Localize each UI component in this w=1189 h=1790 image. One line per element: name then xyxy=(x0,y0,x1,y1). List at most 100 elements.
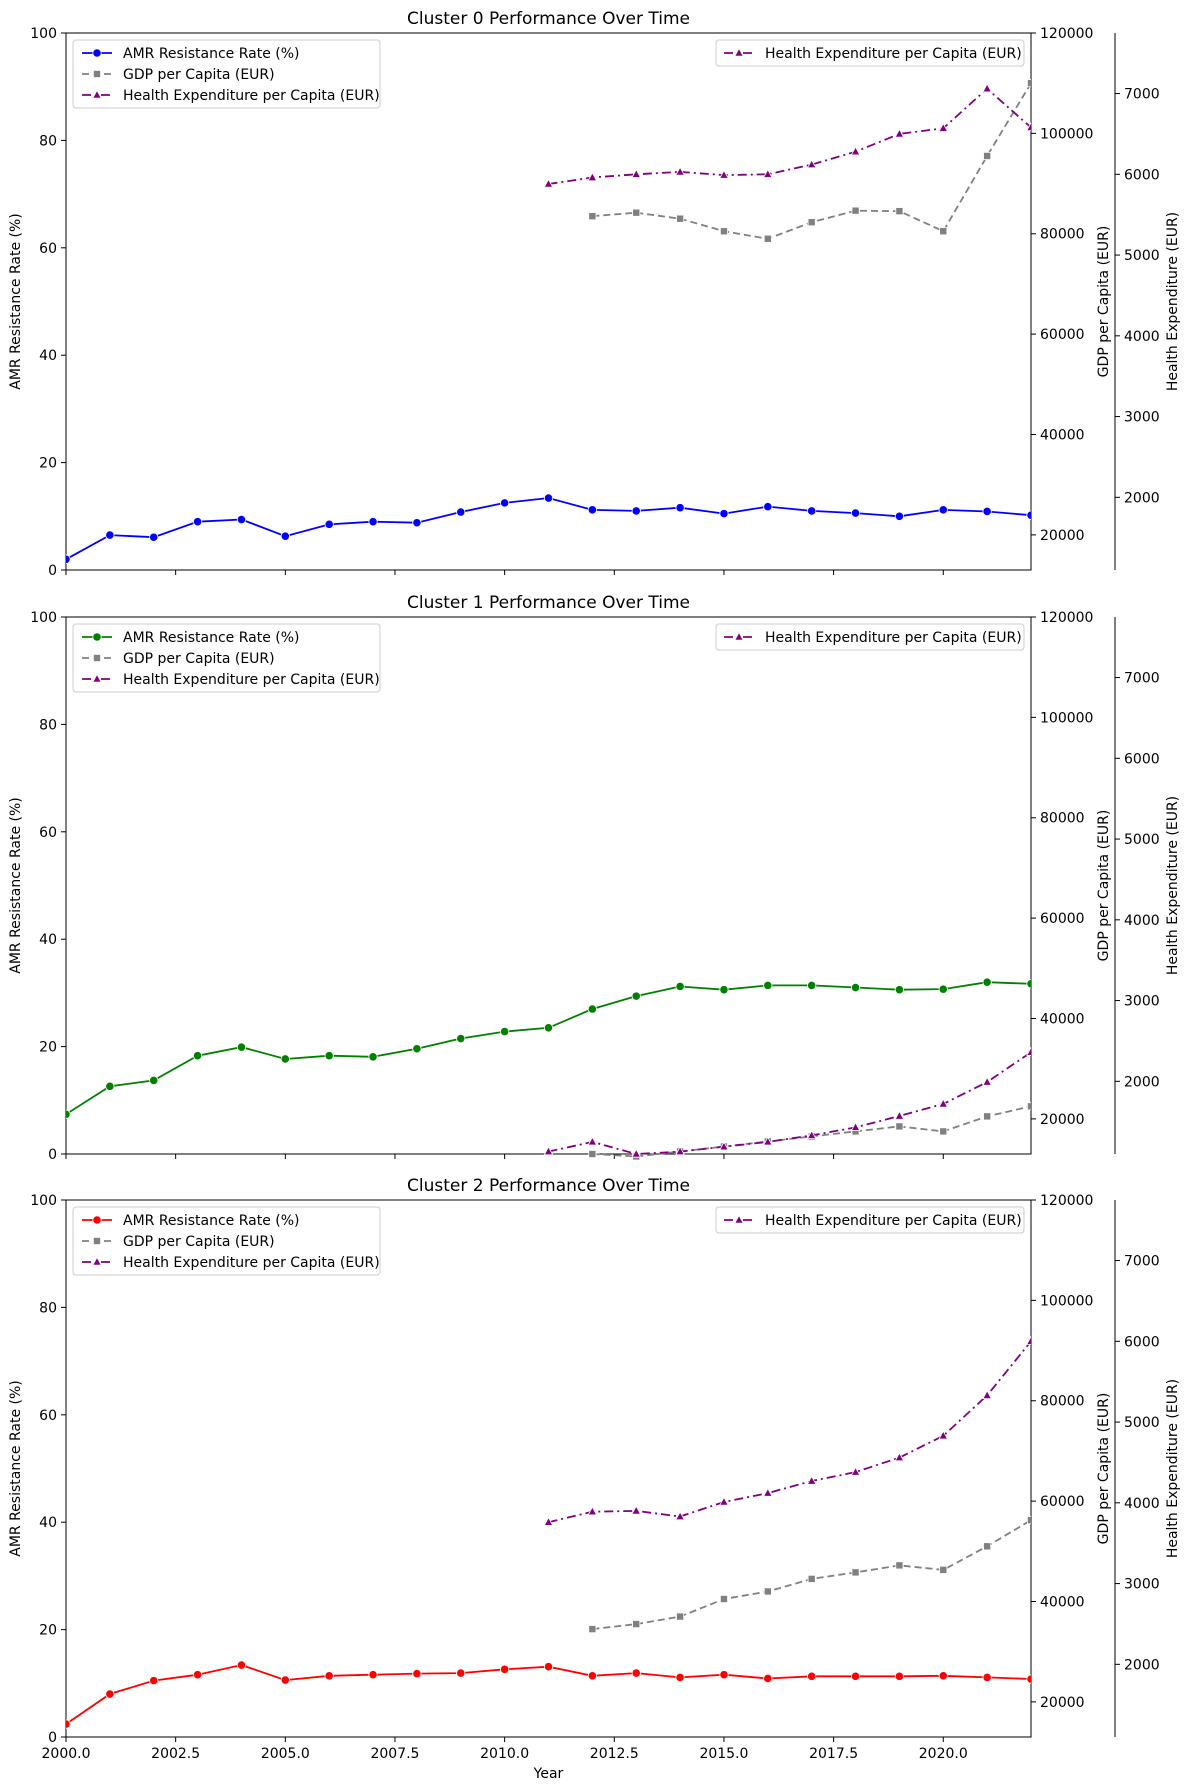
series-2-point xyxy=(762,1487,773,1497)
series-2-point xyxy=(982,83,993,93)
series-1-point xyxy=(632,208,641,217)
series-1-point xyxy=(895,207,904,216)
series-2-point xyxy=(675,1146,685,1156)
y-tick-label: 40 xyxy=(39,932,57,948)
series-0-point xyxy=(149,1676,159,1686)
y-tick-label: 100 xyxy=(30,610,57,626)
series-0-point xyxy=(236,1042,247,1052)
legend-left-entry-1-marker xyxy=(93,654,102,663)
y2-axis-label: GDP per Capita (EUR) xyxy=(1096,810,1112,962)
y3-tick-label: 5000 xyxy=(1124,1415,1160,1431)
y3-axis-label: Health Expenditure (EUR) xyxy=(1165,796,1181,975)
legend-right: Health Expenditure per Capita (EUR) xyxy=(715,1206,1025,1234)
y2-tick-label: 60000 xyxy=(1040,327,1085,343)
series-1-point xyxy=(763,234,772,243)
series-0-point xyxy=(982,1672,992,1682)
series-2-point xyxy=(543,1516,554,1526)
series-0-point xyxy=(938,1671,948,1681)
series-1-point xyxy=(1027,1102,1031,1111)
legend-left-box xyxy=(72,1206,381,1276)
series-0-point xyxy=(236,1660,247,1670)
legend-left-label: AMR Resistance Rate (%) xyxy=(123,46,300,62)
legend-right-label: Health Expenditure per Capita (EUR) xyxy=(765,630,1022,646)
y-axis-label: AMR Resistance Rate (%) xyxy=(8,213,24,390)
legend-left-entry-0-marker xyxy=(92,1215,102,1225)
series-0-point xyxy=(850,982,861,993)
series-0-point xyxy=(192,1051,203,1061)
legend-left-label: Health Expenditure per Capita (EUR) xyxy=(123,672,380,688)
series-0-point xyxy=(587,1671,597,1681)
series-0-point xyxy=(192,1670,203,1680)
y-tick-label: 100 xyxy=(30,1193,57,1209)
series-2-point xyxy=(631,1148,642,1158)
series-0-point xyxy=(587,505,597,515)
series-0-point xyxy=(543,1662,554,1672)
series-0-point xyxy=(850,1671,861,1681)
series-2-point xyxy=(631,1505,642,1515)
series-0-point xyxy=(66,554,71,564)
series-1-point xyxy=(763,1587,772,1596)
x-tick-label: 2012.5 xyxy=(590,1746,639,1762)
x-axis-label: Year xyxy=(533,1766,564,1782)
series-line-0 xyxy=(66,497,1031,561)
series-0-point xyxy=(456,1668,466,1678)
series-1-point xyxy=(895,1122,904,1131)
y-tick-label: 0 xyxy=(48,1147,57,1163)
y2-axis-label: GDP per Capita (EUR) xyxy=(1096,1393,1112,1545)
y3-tick-label: 4000 xyxy=(1124,1496,1160,1512)
x-tick-label: 2000.0 xyxy=(42,1746,91,1762)
y-tick-label: 20 xyxy=(39,1040,57,1056)
series-2-point xyxy=(719,1496,729,1506)
series-0-point xyxy=(719,985,729,995)
series-1-point xyxy=(939,1127,948,1136)
series-line-1 xyxy=(592,1519,1031,1630)
series-0-point xyxy=(807,1671,817,1681)
series-0-point xyxy=(938,984,948,994)
series-0-point xyxy=(412,1669,422,1679)
y2-tick-label: 80000 xyxy=(1040,811,1085,827)
y3-tick-label: 5000 xyxy=(1124,248,1160,264)
series-2-point xyxy=(850,146,861,156)
series-0-point xyxy=(500,1026,510,1037)
subplot-cluster-0: Cluster 0 Performance Over Time 0 20 40 60 80… xyxy=(8,9,1181,579)
series-2-point xyxy=(762,168,773,178)
y3-tick-label: 6000 xyxy=(1124,167,1160,183)
series-0-point xyxy=(280,531,290,541)
series-2-point xyxy=(587,172,598,182)
series-2-point xyxy=(850,1466,861,1476)
legend-right: Health Expenditure per Capita (EUR) xyxy=(715,39,1025,67)
series-0-point xyxy=(894,511,905,521)
x-tick-label: 2005.0 xyxy=(261,1746,310,1762)
series-1-point xyxy=(983,1542,992,1551)
plot-frame xyxy=(65,32,1032,571)
legend-right-label: Health Expenditure per Capita (EUR) xyxy=(765,1213,1022,1229)
legend-left-entry-1-marker xyxy=(93,1237,102,1246)
series-1-point xyxy=(1027,79,1031,88)
plot-frame xyxy=(65,616,1032,1155)
series-0-point xyxy=(763,502,773,512)
y2-tick-label: 20000 xyxy=(1040,528,1085,544)
legend-left-label: GDP per Capita (EUR) xyxy=(123,67,275,83)
series-2-point xyxy=(894,1110,905,1120)
y3-tick-label: 4000 xyxy=(1124,329,1160,345)
series-0-point xyxy=(324,1051,334,1061)
plot-area xyxy=(66,79,1031,564)
series-0-point xyxy=(982,977,992,987)
series-0-point xyxy=(368,1052,378,1062)
series-0-point xyxy=(1026,510,1031,520)
y2-axis-label: GDP per Capita (EUR) xyxy=(1096,226,1112,378)
series-0-point xyxy=(456,507,466,517)
series-0-point xyxy=(807,980,817,990)
series-0-point xyxy=(324,519,334,529)
series-line-2 xyxy=(548,87,1031,185)
series-2-point xyxy=(806,1475,817,1485)
series-2-point xyxy=(806,1129,817,1140)
legend-left-entry-2-marker xyxy=(92,1256,102,1266)
legend-left-box xyxy=(72,39,381,109)
series-0-point xyxy=(675,503,685,513)
series-0-point xyxy=(105,530,115,540)
series-line-2 xyxy=(548,1051,1031,1155)
series-2-point xyxy=(631,168,642,178)
series-1-point xyxy=(632,1620,641,1629)
y3-tick-label: 7000 xyxy=(1124,671,1160,687)
